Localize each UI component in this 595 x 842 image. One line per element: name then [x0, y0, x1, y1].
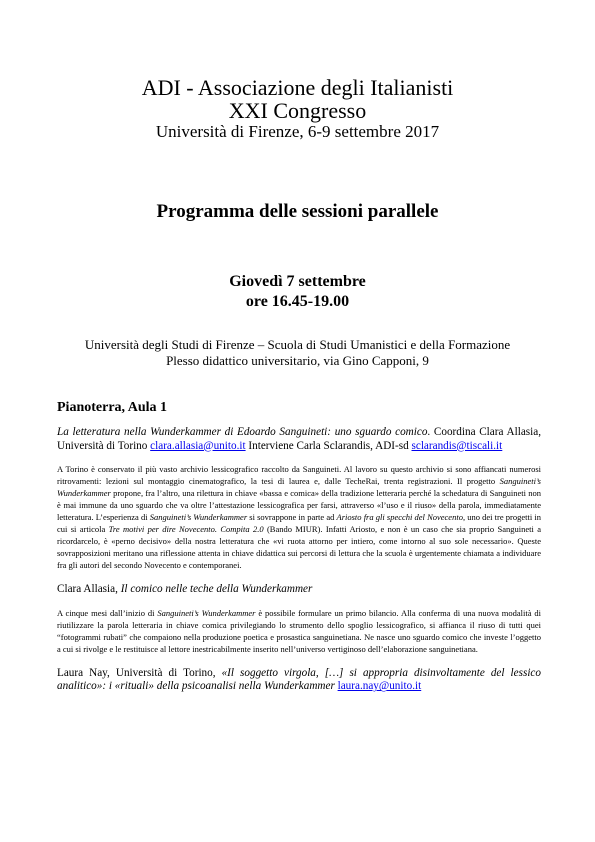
program-title: Programma delle sessioni parallele	[156, 201, 439, 222]
paragraph: Clara Allasia, Il comico nelle teche del…	[57, 583, 541, 597]
section-heading: Pianoterra, Aula 1	[57, 400, 168, 415]
session: Pianoterra, Aula 1 La letteratura nella …	[57, 400, 541, 704]
text-run: Sanguineti’s Wunderkammer	[157, 607, 256, 618]
text-run: La letteratura nella Wunderkammer di Edo…	[57, 426, 428, 438]
text-run: si sovrappone in parte ad	[247, 512, 337, 523]
text-run: Interviene Carla Sclarandis, ADI-sd	[245, 439, 412, 452]
text-run: Tre motivi per dire Novecento. Compita 2…	[108, 524, 264, 535]
paragraph: A Torino è conservato il più vasto archi…	[57, 463, 541, 571]
email-link[interactable]: laura.nay@unito.it	[337, 680, 422, 693]
edition: XXI Congresso	[228, 98, 367, 123]
text-run: Sanguineti’s Wunderkammer	[57, 476, 541, 499]
text-run: A Torino è conservato il più vasto archi…	[57, 464, 541, 487]
text-run: Laura Nay, Università di Torino,	[57, 666, 222, 679]
email-link[interactable]: sclarandis@tiscali.it	[411, 439, 503, 452]
text-run: , uno dei tre progetti in cui si articol…	[57, 512, 541, 535]
text-run: (Bando MIUR). Infatti Ariosto, e non è u…	[57, 524, 541, 571]
schedule: Giovedì 7 settembre ore 16.45-19.00	[0, 272, 595, 312]
text-run: è possibile formulare un primo bilancio.…	[57, 607, 541, 654]
email-link[interactable]: clara.allasia@unito.it	[150, 439, 246, 452]
place-date: Università di Firenze, 6-9 settembre 201…	[155, 122, 440, 141]
title: ADI - Associazione degli Italianisti	[141, 75, 454, 100]
text-run: «Il soggetto virgola, […] si appropria d…	[57, 666, 541, 693]
header: ADI - Associazione degli Italianisti XXI…	[0, 76, 595, 142]
venue: Università degli Studi di Firenze – Scuo…	[0, 337, 595, 369]
paragraph: A cinque mesi dall’inizio di Sanguineti’…	[57, 607, 541, 655]
text-run: Clara Allasia,	[57, 583, 121, 596]
day: Giovedì 7 settembre	[229, 273, 366, 290]
paragraph: Laura Nay, Università di Torino, «Il sog…	[57, 667, 541, 694]
time: ore 16.45-19.00	[245, 293, 350, 310]
text-run: . Coordina Clara Allasia, Università di …	[57, 426, 542, 452]
text-run: Ariosto fra gli specchi del Novecento	[336, 512, 463, 523]
text-run: Sanguineti’s Wunderkammer	[149, 512, 248, 523]
venue-line: Plesso didattico universitario, via Gino…	[166, 353, 429, 368]
paragraph: La letteratura nella Wunderkammer di Edo…	[57, 426, 541, 453]
text-run: propone, fra l’altro, una rilettura in c…	[57, 488, 541, 523]
venue-line: Università degli Studi di Firenze – Scuo…	[84, 337, 511, 352]
text-run: A cinque mesi dall’inizio di	[57, 607, 158, 618]
text-run: Il comico nelle teche della Wunderkammer	[120, 583, 313, 596]
